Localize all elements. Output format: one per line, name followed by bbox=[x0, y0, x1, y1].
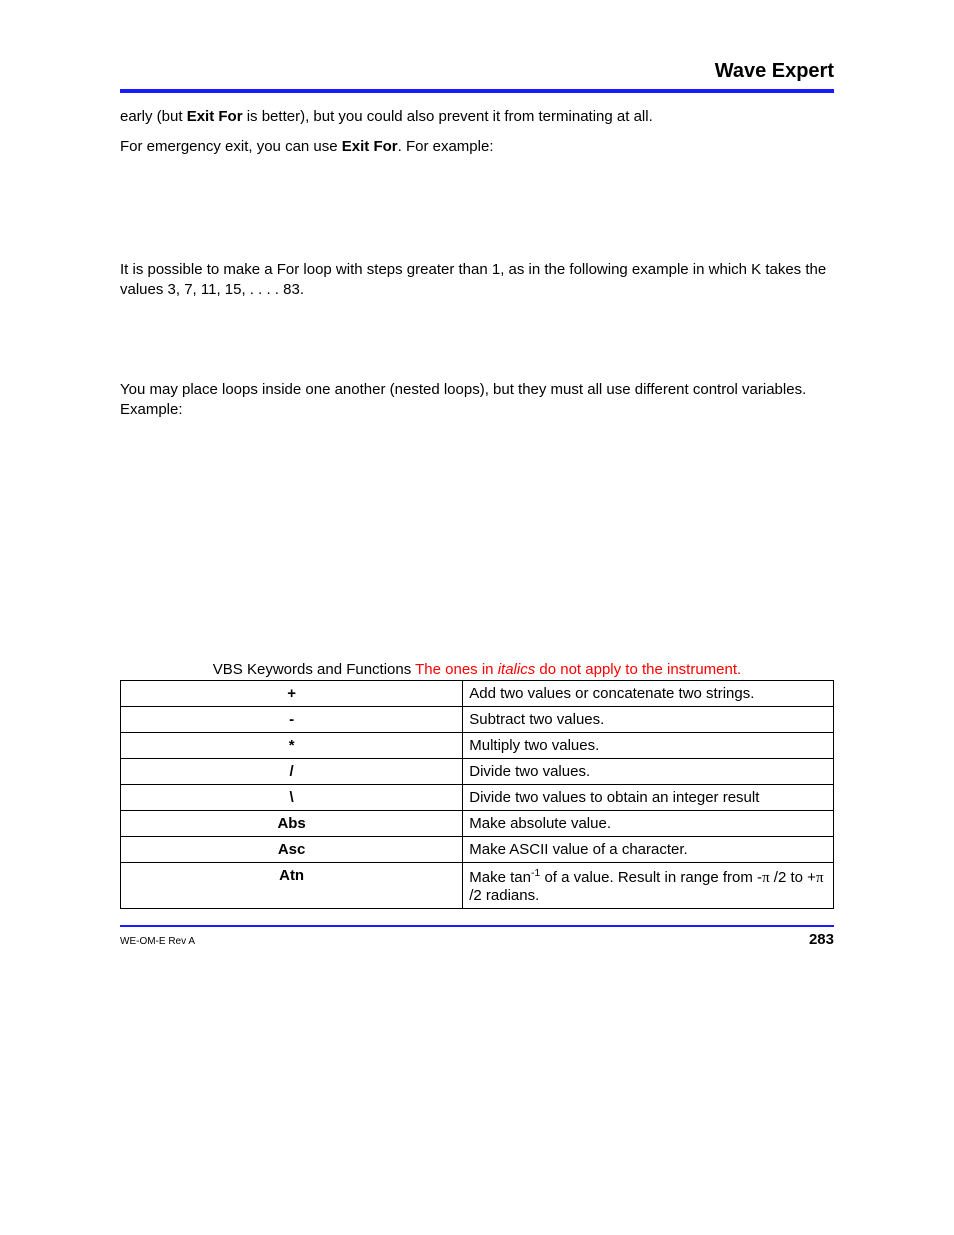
spacer-1 bbox=[120, 168, 834, 260]
table-caption: VBS Keywords and Functions The ones in i… bbox=[120, 661, 834, 678]
table-cell-operator: / bbox=[121, 758, 463, 784]
caption-red-2: do not apply to the instrument. bbox=[535, 661, 741, 678]
caption-red-1: The ones in bbox=[415, 661, 498, 678]
p2-text-a: For emergency exit, you can use bbox=[120, 138, 342, 155]
p2-bold: Exit For bbox=[342, 138, 398, 155]
table-cell-operator: \ bbox=[121, 784, 463, 810]
p1-bold: Exit For bbox=[187, 108, 243, 125]
p1-text-a: early (but bbox=[120, 108, 187, 125]
paragraph-3: It is possible to make a For loop with s… bbox=[120, 260, 834, 301]
table-row: AbsMake absolute value. bbox=[121, 810, 834, 836]
table-row: /Divide two values. bbox=[121, 758, 834, 784]
keywords-table: +Add two values or concatenate two strin… bbox=[120, 680, 834, 909]
table-cell-description: Make ASCII value of a character. bbox=[463, 836, 834, 862]
table-row: +Add two values or concatenate two strin… bbox=[121, 680, 834, 706]
table-cell-description: Make tan-1 of a value. Result in range f… bbox=[463, 862, 834, 908]
page-footer: WE-OM-E Rev A 283 bbox=[120, 925, 834, 948]
table-cell-operator: Atn bbox=[121, 862, 463, 908]
page-header-title: Wave Expert bbox=[120, 60, 834, 83]
table-row: AtnMake tan-1 of a value. Result in rang… bbox=[121, 862, 834, 908]
table-cell-description: Divide two values to obtain an integer r… bbox=[463, 784, 834, 810]
spacer-3 bbox=[120, 431, 834, 661]
table-cell-description: Make absolute value. bbox=[463, 810, 834, 836]
table-cell-operator: - bbox=[121, 706, 463, 732]
table-cell-description: Subtract two values. bbox=[463, 706, 834, 732]
document-page: Wave Expert early (but Exit For is bette… bbox=[0, 0, 954, 1235]
table-row: \Divide two values to obtain an integer … bbox=[121, 784, 834, 810]
table-cell-description: Divide two values. bbox=[463, 758, 834, 784]
footer-rule bbox=[120, 925, 834, 927]
keywords-table-body: +Add two values or concatenate two strin… bbox=[121, 680, 834, 908]
table-cell-operator: + bbox=[121, 680, 463, 706]
caption-black: VBS Keywords and Functions bbox=[213, 661, 415, 678]
table-row: *Multiply two values. bbox=[121, 732, 834, 758]
table-row: -Subtract two values. bbox=[121, 706, 834, 732]
table-cell-operator: * bbox=[121, 732, 463, 758]
table-cell-operator: Abs bbox=[121, 810, 463, 836]
spacer-2 bbox=[120, 310, 834, 380]
paragraph-1: early (but Exit For is better), but you … bbox=[120, 107, 834, 127]
footer-row: WE-OM-E Rev A 283 bbox=[120, 931, 834, 948]
caption-red-italic: italics bbox=[498, 661, 536, 678]
header-rule bbox=[120, 89, 834, 93]
table-cell-description: Add two values or concatenate two string… bbox=[463, 680, 834, 706]
p1-text-c: is better), but you could also prevent i… bbox=[243, 108, 653, 125]
p2-text-c: . For example: bbox=[398, 138, 494, 155]
paragraph-4: You may place loops inside one another (… bbox=[120, 380, 834, 421]
footer-page-number: 283 bbox=[809, 931, 834, 948]
footer-doc-id: WE-OM-E Rev A bbox=[120, 936, 195, 947]
table-cell-operator: Asc bbox=[121, 836, 463, 862]
table-row: AscMake ASCII value of a character. bbox=[121, 836, 834, 862]
paragraph-2: For emergency exit, you can use Exit For… bbox=[120, 137, 834, 157]
table-cell-description: Multiply two values. bbox=[463, 732, 834, 758]
